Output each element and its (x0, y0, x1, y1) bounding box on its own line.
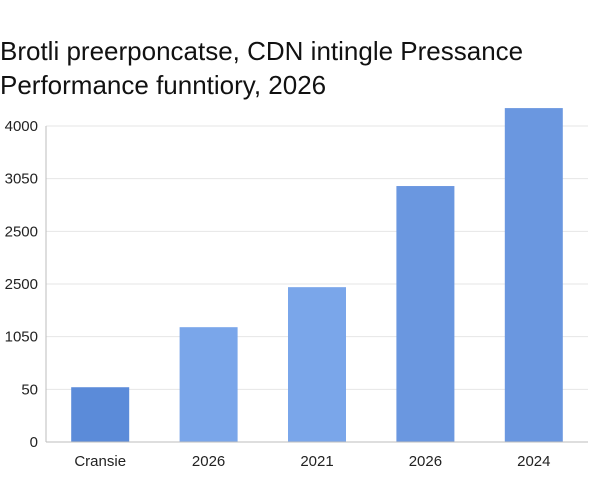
y-tick-label: 2500 (5, 276, 38, 293)
x-tick-label: 2024 (517, 453, 550, 470)
x-tick-label: 2021 (300, 453, 333, 470)
bar (504, 108, 563, 443)
y-axis: 0 50 1050 2500 2500 3050 4000 (5, 118, 47, 451)
bar (288, 287, 346, 442)
y-tick-label: 2500 (5, 223, 38, 240)
y-tick-label: 0 (30, 434, 38, 451)
x-tick-label: 2026 (192, 453, 225, 470)
bar (71, 387, 130, 442)
bar (396, 186, 455, 442)
y-tick-label: 1050 (5, 329, 38, 346)
x-tick-label: 2026 (409, 453, 442, 470)
y-tick-label: 3050 (5, 171, 38, 188)
y-tick-label: 4000 (5, 118, 38, 135)
x-tick-label: Cransie (74, 453, 126, 470)
bar (179, 327, 238, 442)
bars (71, 108, 563, 443)
x-axis: Cransie 2026 2021 2026 2024 (46, 441, 588, 470)
chart-title-line-2: Performance funntiory, 2026 (0, 70, 327, 100)
y-tick-label: 50 (21, 381, 38, 398)
chart-title: Brotli preerponcatse, CDN intingle Press… (0, 34, 600, 102)
chart-title-line-1: Brotli preerponcatse, CDN intingle Press… (0, 36, 524, 66)
